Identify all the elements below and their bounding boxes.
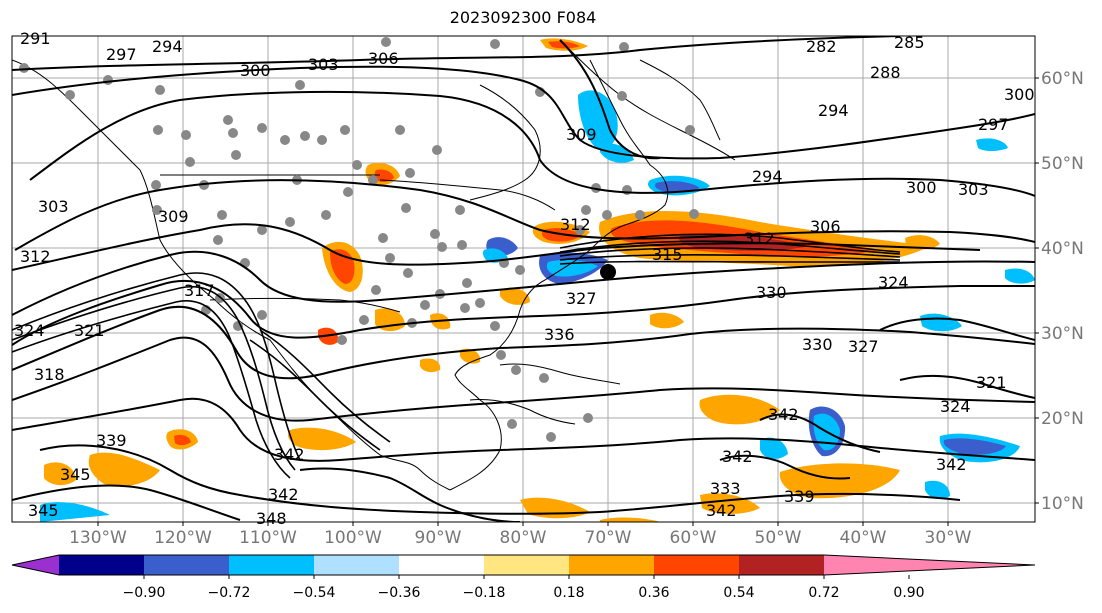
- contour-label: 294: [752, 167, 783, 186]
- contour-label: 315: [652, 245, 683, 264]
- longitude-label: 60°W: [670, 528, 717, 548]
- contour-label: 342: [706, 501, 737, 520]
- colorbar-tick-label: −0.36: [378, 585, 421, 601]
- longitude-axis: 130°W 120°W 110°W 100°W 90°W 80°W 70°W 6…: [69, 528, 972, 548]
- latitude-label: 30°N: [1041, 324, 1084, 344]
- contour-label: 297: [978, 115, 1009, 134]
- contour-label: 330: [756, 283, 787, 302]
- contour-label: 324: [940, 397, 971, 416]
- latitude-label: 50°N: [1041, 154, 1084, 174]
- height-contours: [12, 36, 1035, 522]
- contour-label: 312: [20, 247, 51, 266]
- contour-label: 324: [878, 273, 909, 292]
- contour-label: 321: [976, 373, 1007, 392]
- longitude-label: 110°W: [239, 528, 297, 548]
- latitude-label: 40°N: [1041, 239, 1084, 259]
- contour-label: 294: [152, 37, 183, 56]
- longitude-label: 40°W: [840, 528, 887, 548]
- contour-label-group: 291 297 294 300 303 306 309 282 285 288 …: [14, 29, 1035, 528]
- contour-label: 312: [560, 215, 591, 234]
- contour-label: 342: [722, 447, 753, 466]
- colorbar-segment: [12, 555, 59, 575]
- latitude-label: 20°N: [1041, 409, 1084, 429]
- colorbar-tick-label: 0.36: [638, 585, 669, 601]
- longitude-label: 90°W: [415, 528, 462, 548]
- colorbar-segment: [399, 555, 484, 575]
- longitude-label: 30°W: [925, 528, 972, 548]
- colorbar-segment: [229, 555, 314, 575]
- colorbar-segment: [484, 555, 569, 575]
- contour-label: 312: [744, 229, 775, 248]
- contour-label: 348: [256, 509, 287, 528]
- contour-label: 282: [806, 37, 837, 56]
- contour-label: 303: [308, 55, 339, 74]
- latitude-label: 60°N: [1041, 69, 1084, 89]
- contour-label: 303: [38, 197, 69, 216]
- colorbar-tick-label: 0.18: [553, 585, 584, 601]
- latitude-axis: 60°N 50°N 40°N 30°N 20°N 10°N: [1041, 69, 1084, 514]
- contour-label: 342: [268, 485, 299, 504]
- contour-label: 291: [20, 29, 51, 48]
- contour-label: 321: [74, 321, 105, 340]
- contour-label: 309: [158, 207, 189, 226]
- colorbar-tick-label: −0.90: [123, 585, 166, 601]
- longitude-label: 70°W: [585, 528, 632, 548]
- contour-label: 306: [810, 217, 841, 236]
- jet-contours: [12, 233, 901, 479]
- colorbar-tick-label: 0.90: [893, 585, 924, 601]
- contour-label: 303: [958, 180, 989, 199]
- contour-label: 306: [368, 49, 399, 68]
- longitude-label: 80°W: [500, 528, 547, 548]
- colorbar-outline: [11, 554, 1036, 576]
- longitude-label: 130°W: [69, 528, 127, 548]
- colorbar-segment: [654, 555, 739, 575]
- contour-label: 300: [240, 61, 271, 80]
- contour-label: 288: [870, 63, 901, 82]
- map-title: 2023092300 F084: [449, 8, 597, 27]
- contour-label: 345: [28, 501, 59, 520]
- contour-label: 333: [710, 479, 741, 498]
- contour-label: 324: [14, 321, 45, 340]
- colorbar-tick-label: −0.18: [463, 585, 506, 601]
- contour-label: 294: [818, 101, 849, 120]
- colorbar-segment: [824, 555, 1035, 575]
- contour-label: 300: [1004, 85, 1035, 104]
- longitude-label: 120°W: [154, 528, 212, 548]
- contour-label: 297: [106, 45, 137, 64]
- contour-label: 309: [566, 125, 597, 144]
- longitude-label: 50°W: [755, 528, 802, 548]
- colorbar-tick-label: −0.72: [208, 585, 251, 601]
- latitude-label: 10°N: [1041, 494, 1084, 514]
- center-marker: [600, 264, 616, 280]
- axis-ticks: [97, 77, 1039, 526]
- contour-label: 317: [184, 281, 215, 300]
- contour-label: 342: [936, 455, 967, 474]
- colorbar: −0.90 −0.72 −0.54 −0.36 −0.18 0.18 0.36 …: [11, 554, 1036, 601]
- contour-label: 339: [784, 487, 815, 506]
- colorbar-segment: [144, 555, 229, 575]
- colorbar-segment: [59, 555, 144, 575]
- contour-label: 300: [906, 178, 937, 197]
- colorbar-tick-label: −0.54: [293, 585, 336, 601]
- contour-label: 342: [274, 445, 305, 464]
- contour-label: 336: [544, 325, 575, 344]
- coastlines: [12, 39, 736, 491]
- contour-label: 327: [848, 337, 879, 356]
- contour-label: 330: [802, 335, 833, 354]
- colorbar-segment: [569, 555, 654, 575]
- contour-label: 327: [566, 289, 597, 308]
- colorbar-tick-label: 0.72: [808, 585, 839, 601]
- station-markers: [19, 37, 699, 442]
- contour-label: 345: [60, 465, 91, 484]
- contour-label: 339: [96, 431, 127, 450]
- colorbar-segment: [314, 555, 399, 575]
- longitude-label: 100°W: [324, 528, 382, 548]
- contour-label: 342: [768, 405, 799, 424]
- contour-label: 285: [894, 33, 925, 52]
- contour-label: 318: [34, 365, 65, 384]
- colorbar-tick-label: 0.54: [723, 585, 754, 601]
- colorbar-segment: [739, 555, 824, 575]
